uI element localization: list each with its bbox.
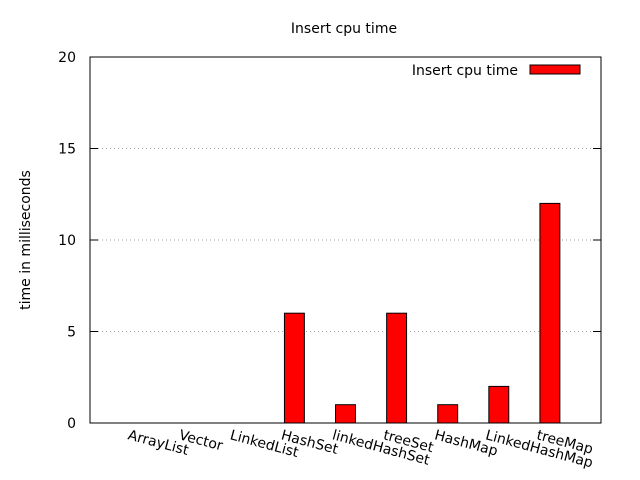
legend-swatch <box>529 64 581 75</box>
bar-linkedHashSet <box>335 404 356 424</box>
bar-LinkedHashMap <box>488 385 510 424</box>
y-tick-label: 15 <box>58 142 76 158</box>
y-tick-label: 5 <box>67 325 76 341</box>
chart-title: Insert cpu time <box>291 21 397 37</box>
y-tick-label: 20 <box>58 50 76 66</box>
bars <box>283 202 561 424</box>
legend-label: Insert cpu time <box>412 63 518 79</box>
y-axis-label: time in milliseconds <box>18 170 34 310</box>
grid-lines <box>90 148 601 332</box>
y-tick-label: 0 <box>67 416 76 432</box>
bar-treeMap <box>539 202 561 424</box>
bar-HashSet <box>283 312 305 424</box>
y-axis-ticks: 0 5 10 15 20 <box>58 50 601 432</box>
legend: Insert cpu time <box>412 63 581 79</box>
y-tick-label: 10 <box>58 233 76 249</box>
bar-treeSet <box>386 312 408 424</box>
bar-HashMap <box>437 404 459 424</box>
